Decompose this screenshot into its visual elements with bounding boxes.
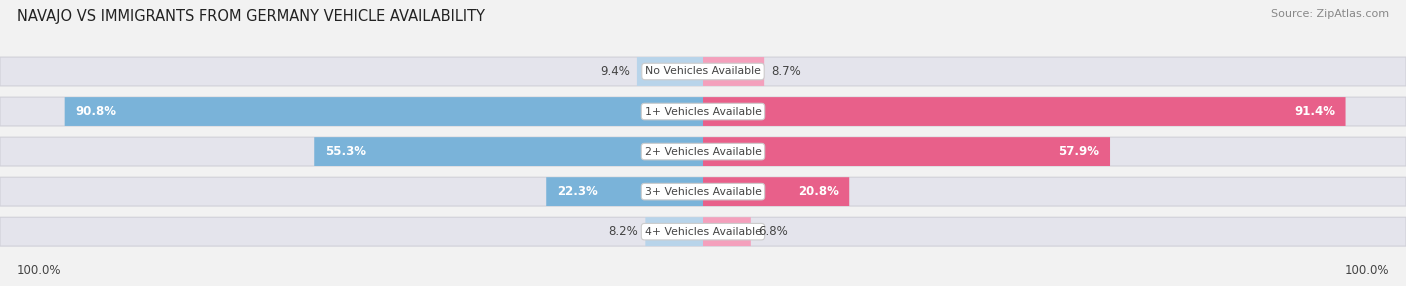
Text: 100.0%: 100.0% [1344,265,1389,277]
FancyBboxPatch shape [703,97,1346,126]
FancyBboxPatch shape [0,217,1406,246]
FancyBboxPatch shape [703,57,765,86]
Text: 57.9%: 57.9% [1059,145,1099,158]
FancyBboxPatch shape [703,177,849,206]
Text: 2+ Vehicles Available: 2+ Vehicles Available [644,147,762,156]
FancyBboxPatch shape [0,97,1406,126]
FancyBboxPatch shape [703,137,1111,166]
Text: 20.8%: 20.8% [797,185,838,198]
FancyBboxPatch shape [0,177,1406,206]
FancyBboxPatch shape [65,97,703,126]
FancyBboxPatch shape [703,217,751,246]
Text: 90.8%: 90.8% [76,105,117,118]
Text: 9.4%: 9.4% [600,65,630,78]
Text: 55.3%: 55.3% [325,145,366,158]
FancyBboxPatch shape [637,57,703,86]
FancyBboxPatch shape [645,217,703,246]
Text: 91.4%: 91.4% [1294,105,1336,118]
Text: 22.3%: 22.3% [557,185,598,198]
Text: 4+ Vehicles Available: 4+ Vehicles Available [644,227,762,237]
FancyBboxPatch shape [546,177,703,206]
Text: No Vehicles Available: No Vehicles Available [645,67,761,76]
Text: NAVAJO VS IMMIGRANTS FROM GERMANY VEHICLE AVAILABILITY: NAVAJO VS IMMIGRANTS FROM GERMANY VEHICL… [17,9,485,23]
Text: 8.7%: 8.7% [772,65,801,78]
FancyBboxPatch shape [0,137,1406,166]
Text: 100.0%: 100.0% [17,265,62,277]
Text: 6.8%: 6.8% [758,225,787,238]
Text: 3+ Vehicles Available: 3+ Vehicles Available [644,187,762,196]
Text: 8.2%: 8.2% [609,225,638,238]
FancyBboxPatch shape [0,57,1406,86]
Text: 1+ Vehicles Available: 1+ Vehicles Available [644,107,762,116]
FancyBboxPatch shape [315,137,703,166]
Legend: Navajo, Immigrants from Germany: Navajo, Immigrants from Germany [561,283,845,286]
Text: Source: ZipAtlas.com: Source: ZipAtlas.com [1271,9,1389,19]
